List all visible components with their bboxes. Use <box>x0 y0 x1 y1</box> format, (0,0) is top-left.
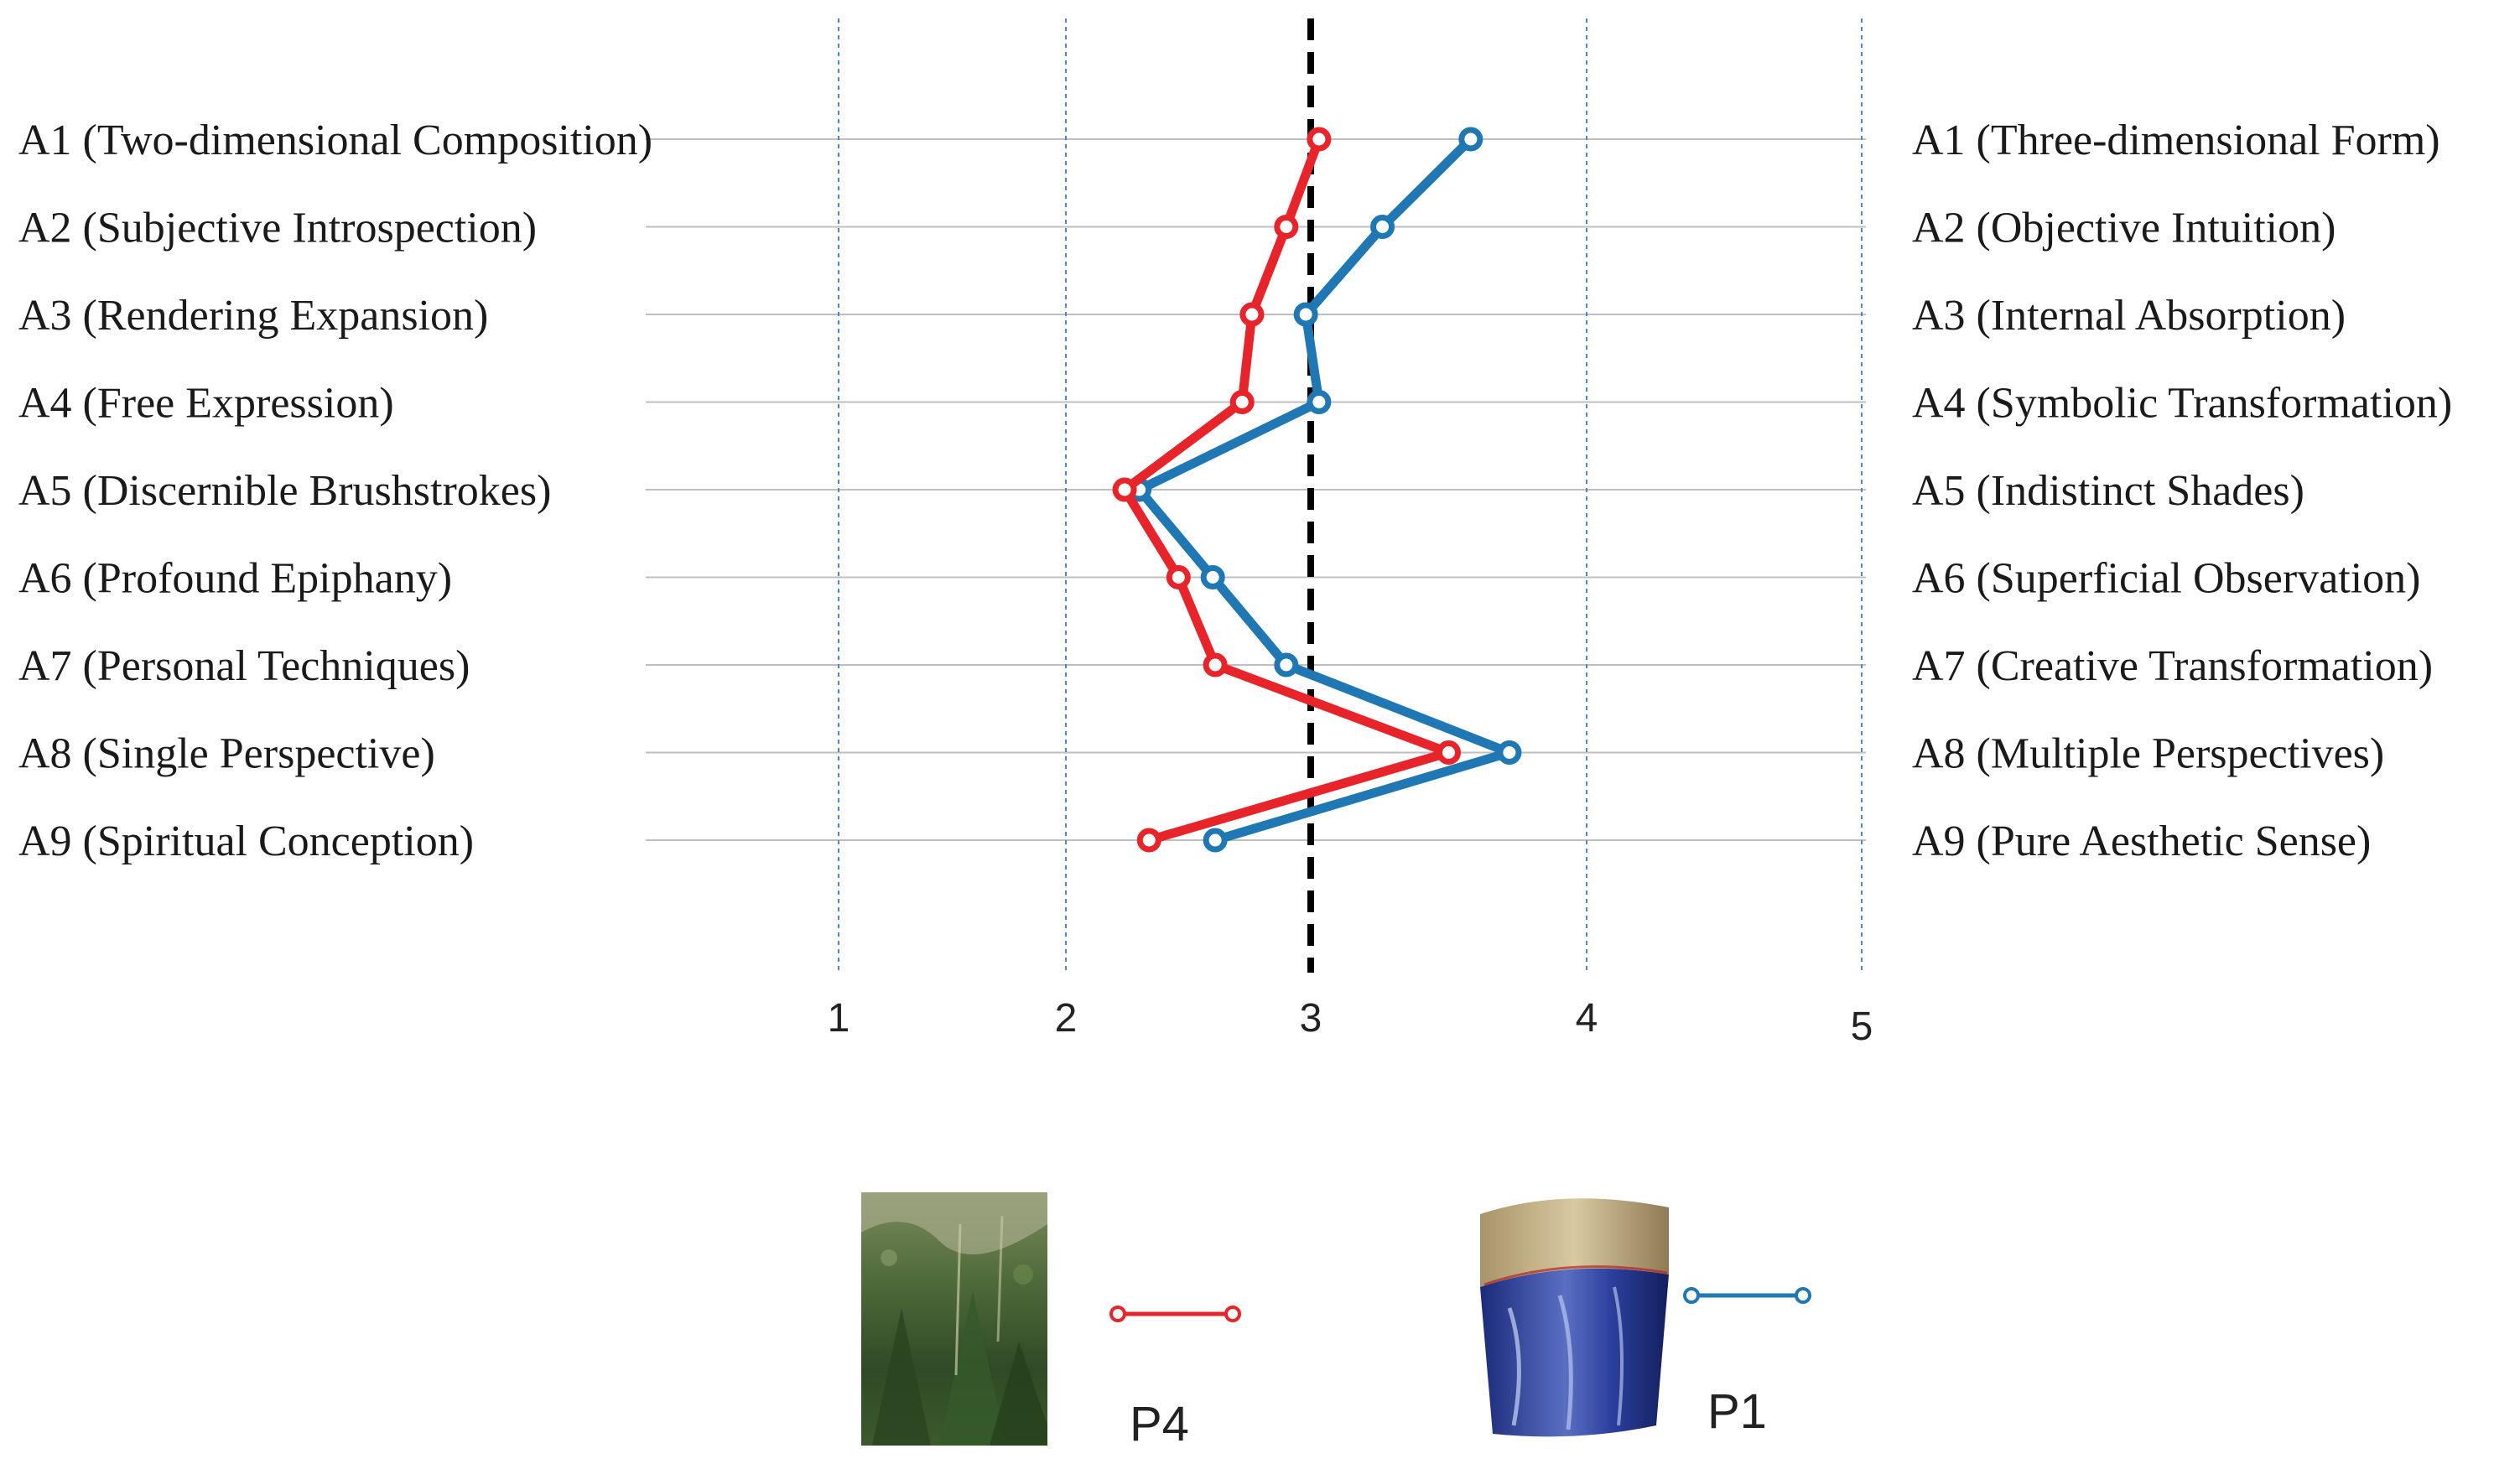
series-lines <box>1112 127 1522 853</box>
x-tick-label: 3 <box>1300 996 1322 1041</box>
legend: P4 P1 <box>861 1192 1811 1451</box>
data-point-p4 <box>1307 127 1332 152</box>
right-pole-label: A6 (Superficial Observation) <box>1912 555 2420 603</box>
left-pole-label: A1 (Two-dimensional Composition) <box>18 117 652 164</box>
data-point-p1 <box>1370 215 1395 239</box>
right-pole-label: A8 (Multiple Perspectives) <box>1912 730 2384 778</box>
legend-marker-p1 <box>1683 1287 1700 1304</box>
data-point-p4 <box>1274 215 1299 239</box>
x-axis-tick-labels: 1 2 3 4 5 <box>828 996 1873 1049</box>
x-tick-label: 4 <box>1576 996 1598 1041</box>
right-pole-labels: A1 (Three-dimensional Form) A2 (Objective… <box>1912 117 2452 865</box>
blue-vase-thumbnail <box>1480 1198 1669 1437</box>
legend-marker-p4 <box>1224 1306 1241 1322</box>
left-pole-label: A3 (Rendering Expansion) <box>18 292 488 340</box>
data-point-p4 <box>1239 302 1265 327</box>
x-tick-label: 5 <box>1851 1005 1873 1049</box>
data-point-p4 <box>1112 477 1137 502</box>
data-point-p1 <box>1293 302 1318 327</box>
legend-label-p4: P4 <box>1130 1397 1189 1451</box>
left-pole-label: A5 (Discernible Brushstrokes) <box>18 467 551 515</box>
right-pole-label: A9 (Pure Aesthetic Sense) <box>1912 818 2371 865</box>
left-pole-label: A6 (Profound Epiphany) <box>18 555 452 603</box>
legend-label-p1: P1 <box>1707 1384 1767 1439</box>
row-gridlines <box>646 138 1866 841</box>
left-pole-label: A2 (Subjective Introspection) <box>18 205 537 252</box>
left-pole-label: A8 (Single Perspective) <box>18 730 435 778</box>
data-point-p4 <box>1229 390 1255 414</box>
data-point-p1 <box>1203 828 1228 853</box>
right-pole-label: A7 (Creative Transformation) <box>1912 642 2433 690</box>
legend-lines <box>1109 1287 1811 1322</box>
data-point-p1 <box>1274 652 1299 677</box>
left-pole-labels: A1 (Two-dimensional Composition) A2 (Subj… <box>18 117 652 865</box>
forest-painting-thumbnail <box>861 1192 1047 1446</box>
vertical-gridlines <box>838 18 1863 974</box>
data-point-p4 <box>1136 828 1161 853</box>
left-pole-label: A9 (Spiritual Conception) <box>18 818 474 865</box>
left-pole-label: A7 (Personal Techniques) <box>18 642 470 690</box>
right-pole-label: A5 (Indistinct Shades) <box>1912 467 2304 515</box>
right-pole-label: A4 (Symbolic Transformation) <box>1912 380 2452 428</box>
right-pole-label: A1 (Three-dimensional Form) <box>1912 117 2440 164</box>
right-pole-label: A2 (Objective Intuition) <box>1912 205 2336 252</box>
data-point-p4 <box>1203 652 1228 677</box>
x-tick-label: 1 <box>828 996 850 1041</box>
data-point-p1 <box>1458 127 1483 152</box>
data-point-p1 <box>1307 390 1332 414</box>
x-tick-label: 2 <box>1055 996 1078 1041</box>
legend-marker-p1 <box>1795 1287 1811 1304</box>
data-point-p4 <box>1166 565 1191 589</box>
data-point-p1 <box>1497 740 1522 765</box>
legend-marker-p4 <box>1109 1306 1126 1322</box>
right-pole-label: A3 (Internal Absorption) <box>1912 292 2346 340</box>
left-pole-label: A4 (Free Expression) <box>18 380 394 428</box>
data-point-p1 <box>1200 565 1225 589</box>
data-point-p4 <box>1437 740 1461 765</box>
